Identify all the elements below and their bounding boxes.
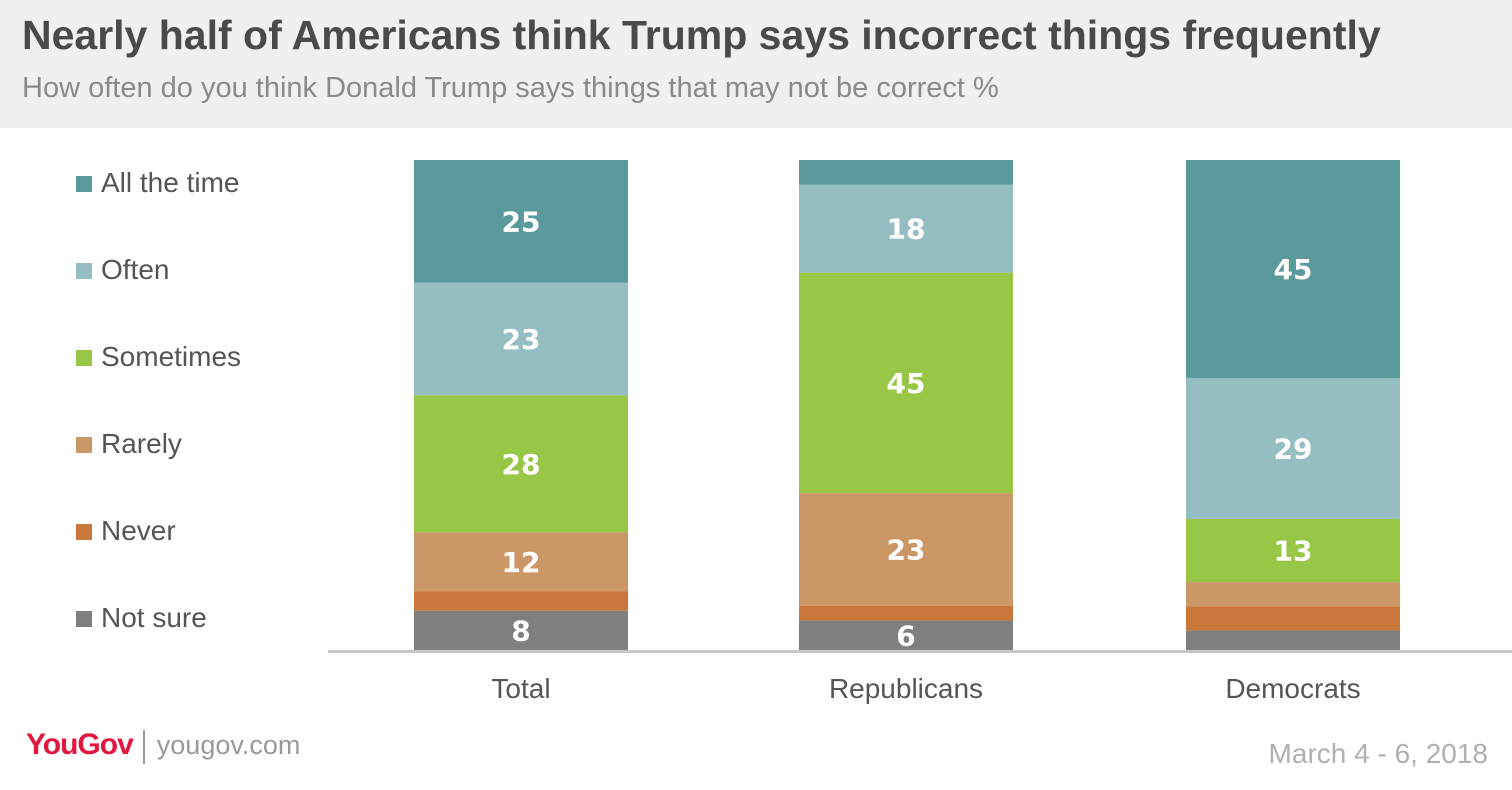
legend-label: Never xyxy=(101,515,176,546)
data-label: 45 xyxy=(887,367,926,400)
bar-segment xyxy=(414,591,628,611)
bar-segment xyxy=(1186,519,1400,583)
bar-segment xyxy=(799,272,1013,494)
data-label: 45 xyxy=(1274,253,1313,286)
data-label: 6 xyxy=(896,619,915,652)
yougov-logo: YouGov xyxy=(26,728,134,761)
footer-brand: YouGov yougov.com xyxy=(26,728,300,767)
data-label: 12 xyxy=(502,546,541,579)
legend-label: Not sure xyxy=(101,602,207,633)
chart-title: Nearly half of Americans think Trump say… xyxy=(22,12,1381,58)
bar-segment xyxy=(1186,378,1400,520)
bar-segment xyxy=(414,395,628,533)
data-label: 13 xyxy=(1274,535,1313,568)
bar-segment xyxy=(414,282,628,396)
legend-swatch xyxy=(76,263,92,279)
legend-label: Rarely xyxy=(101,428,182,459)
legend-swatch xyxy=(76,350,92,366)
bar-segment xyxy=(1186,606,1400,631)
legend-swatch xyxy=(76,524,92,540)
data-label: 18 xyxy=(887,213,926,246)
bar-segment xyxy=(799,184,1013,273)
bar-segment xyxy=(799,160,1013,185)
bar-segment xyxy=(799,620,1013,650)
logo-divider xyxy=(142,729,145,764)
legend-label: Sometimes xyxy=(101,341,242,372)
legend-swatch xyxy=(76,176,92,192)
header-band: Nearly half of Americans think Trump say… xyxy=(0,0,1512,128)
bar-segment xyxy=(799,493,1013,606)
site-url: yougov.com xyxy=(156,730,301,760)
legend-label: All the time xyxy=(101,167,240,198)
bar-segment xyxy=(1186,160,1400,379)
category-label: Republicans xyxy=(829,673,983,704)
data-label: 29 xyxy=(1274,433,1313,466)
data-label: 28 xyxy=(502,448,541,481)
bar-segment xyxy=(414,160,628,283)
survey-date: March 4 - 6, 2018 xyxy=(1268,738,1488,769)
data-label: 8 xyxy=(511,614,530,647)
data-label: 25 xyxy=(502,205,541,238)
bar-segment xyxy=(1186,582,1400,607)
category-label: Democrats xyxy=(1225,673,1360,704)
bar-segment xyxy=(1186,630,1400,650)
bar-segment xyxy=(799,605,1013,621)
bar-segment xyxy=(414,610,628,650)
legend-swatch xyxy=(76,611,92,627)
data-label: 23 xyxy=(887,534,926,567)
category-label: Total xyxy=(491,673,550,704)
chart-subtitle: How often do you think Donald Trump says… xyxy=(22,72,999,104)
data-label: 23 xyxy=(502,323,541,356)
legend-swatch xyxy=(76,437,92,453)
bar-segment xyxy=(414,532,628,592)
legend-label: Often xyxy=(101,254,170,285)
